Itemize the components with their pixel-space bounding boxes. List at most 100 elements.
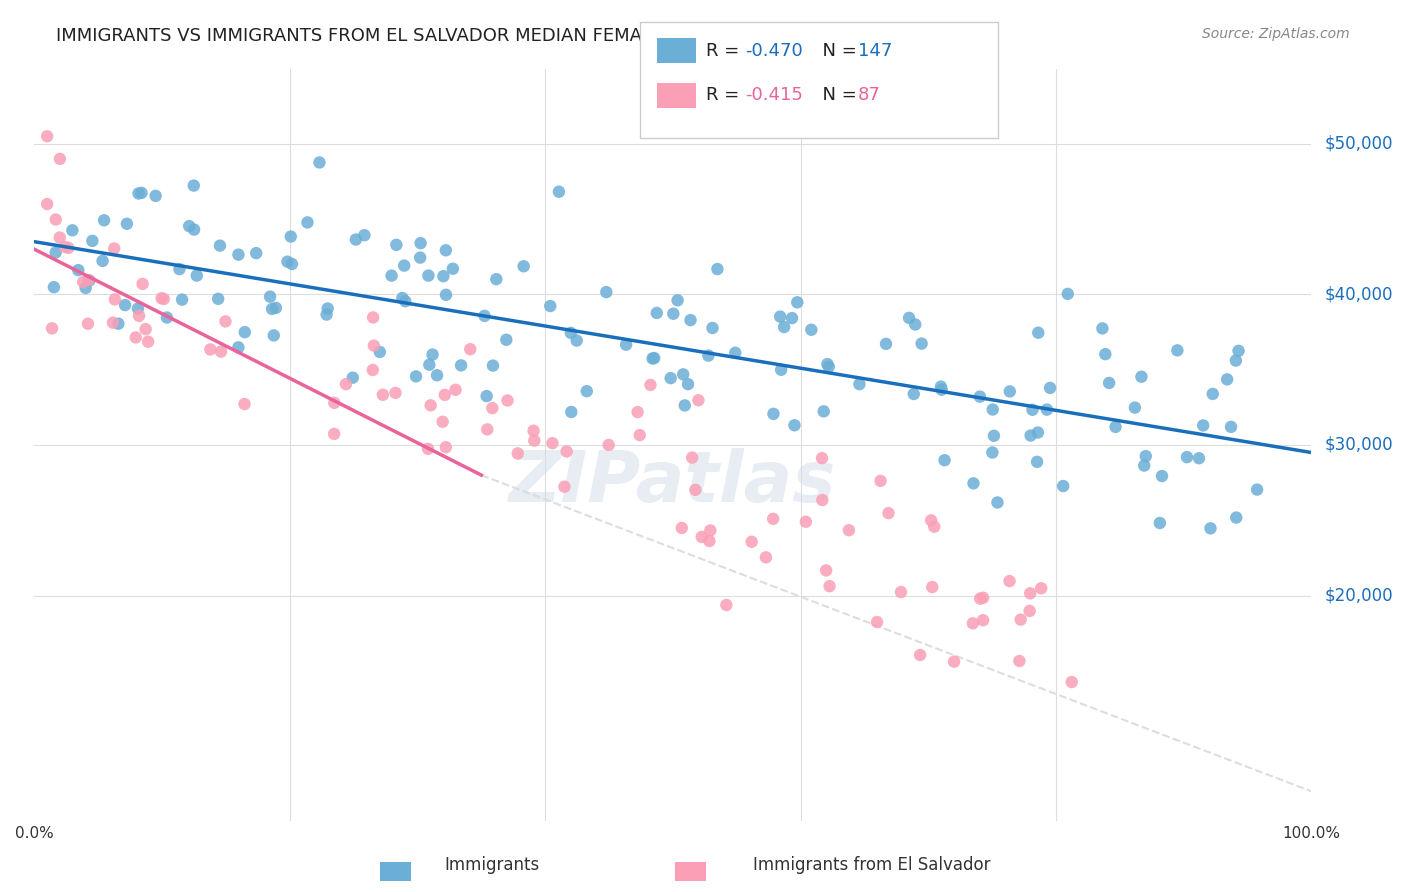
Text: Immigrants from El Salvador: Immigrants from El Salvador [754,856,990,874]
Point [107,317,129,331]
Point [522,424,544,438]
Text: R =: R = [706,87,745,104]
Point [770,363,793,377]
Point [699,524,721,538]
Point [45,212,67,227]
Point [418,358,440,372]
Point [208,238,231,252]
Point [969,390,991,404]
Point [541,436,564,450]
Point [598,438,620,452]
Point [496,393,519,408]
Point [93,213,115,227]
Point [48,230,70,244]
Point [866,615,889,629]
Point [207,292,229,306]
Point [477,422,499,436]
Point [1008,654,1031,668]
Point [1021,402,1043,417]
Point [555,444,578,458]
Text: 147: 147 [858,42,891,60]
Point [200,343,222,357]
Point [983,429,1005,443]
Point [1019,586,1042,600]
Point [628,428,651,442]
Point [688,393,710,408]
Point [1056,286,1078,301]
Point [72,275,94,289]
Point [405,369,427,384]
Point [838,523,860,537]
Point [1199,521,1222,535]
Text: R =: R = [706,42,745,60]
Point [875,336,897,351]
Point [662,307,685,321]
Point [786,295,808,310]
Point [565,334,588,348]
Point [1091,321,1114,335]
Point [131,277,153,291]
Point [672,368,695,382]
Point [353,228,375,243]
Point [79,273,101,287]
Point [233,397,256,411]
Point [934,453,956,467]
Text: N =: N = [811,42,863,60]
Point [780,311,803,326]
Point [264,301,287,315]
Point [434,440,457,454]
Point [481,401,503,416]
Point [495,333,517,347]
Text: ZIPatlas: ZIPatlas [509,448,837,517]
Point [422,347,444,361]
Point [280,229,302,244]
Point [368,345,391,359]
Point [922,519,945,533]
Point [681,450,703,465]
Point [1227,343,1250,358]
Point [434,244,457,258]
Point [482,359,505,373]
Point [904,318,927,332]
Point [818,579,841,593]
Point [972,591,994,605]
Point [281,257,304,271]
Point [128,309,150,323]
Point [962,476,984,491]
Point [920,513,942,527]
Point [548,185,571,199]
Point [361,363,384,377]
Point [969,591,991,606]
Point [1039,381,1062,395]
Point [769,310,792,324]
Text: $30,000: $30,000 [1324,436,1393,454]
Point [981,445,1004,459]
Point [409,236,432,251]
Point [77,317,100,331]
Text: $50,000: $50,000 [1324,135,1393,153]
Point [848,377,870,392]
Point [361,310,384,325]
Point [1098,376,1121,390]
Point [702,321,724,335]
Point [145,189,167,203]
Point [877,506,900,520]
Point [363,338,385,352]
Point [773,320,796,334]
Point [811,451,834,466]
Point [49,152,72,166]
Point [716,598,738,612]
Point [898,310,921,325]
Point [981,402,1004,417]
Point [91,253,114,268]
Point [962,616,984,631]
Point [474,309,496,323]
Text: IMMIGRANTS VS IMMIGRANTS FROM EL SALVADOR MEDIAN FEMALE EARNINGS CORRELATION CHA: IMMIGRANTS VS IMMIGRANTS FROM EL SALVADO… [56,27,963,45]
Point [811,493,834,508]
Point [1150,469,1173,483]
Point [104,293,127,307]
Point [152,292,174,306]
Point [817,359,839,374]
Point [125,330,148,344]
Point [560,326,582,340]
